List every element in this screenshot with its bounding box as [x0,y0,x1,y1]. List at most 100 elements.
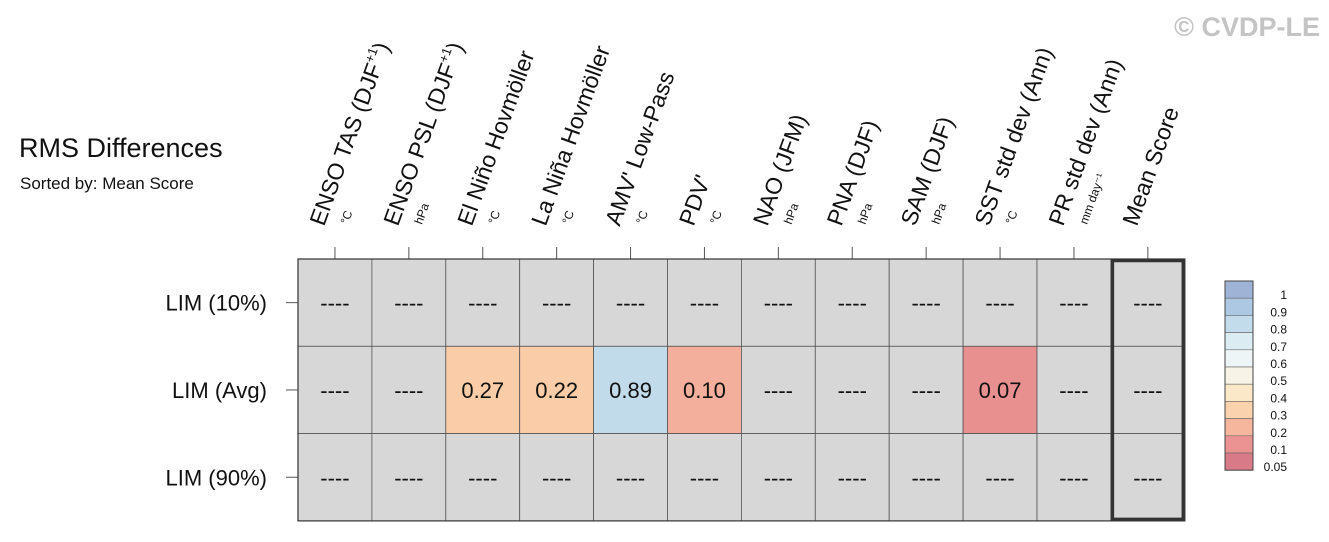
heatmap-cell [741,345,816,434]
cell-value-label: ---- [911,378,940,403]
cell-value-label: ---- [394,291,423,316]
heatmap-cells: ---- ---- ---- ---- ---- ---- ---- ---- ---- ----… [297,258,1186,522]
colorbar-tick-label: 0.8 [1270,323,1287,337]
cell-value-label: ---- [911,291,940,316]
row-label: LIM (Avg) [172,378,267,403]
heatmap-cell [888,433,964,522]
column-unit-label: °C [1003,208,1021,226]
heatmap-cell [1036,345,1112,434]
column-label-text: Mean Score [1117,103,1184,228]
heatmap-cell [519,258,595,347]
heatmap-cell [962,345,1038,434]
cell-value-label: ---- [1133,465,1162,490]
column-label: ENSO PSL (DJF+1) [377,38,468,229]
cell-value-label: ---- [1059,291,1088,316]
heatmap-cell [371,345,447,434]
cell-value-label: ---- [616,291,645,316]
heatmap-cell [814,345,890,434]
colorbar-legend: 1 0.9 0.8 0.7 0.6 0.5 0.4 0.3 0.2 0.1 0.05 [1224,280,1287,474]
heatmap-cell [888,345,964,434]
row-label: LIM (10%) [166,291,267,316]
column-unit-label: °C [338,208,356,226]
cell-value-label: ---- [838,291,867,316]
heatmap-cell [814,258,890,347]
column-unit-label: °C [559,208,577,226]
colorbar-swatch [1224,315,1254,333]
cell-value-label: 0.22 [535,378,578,403]
cell-value-label: ---- [320,291,349,316]
heatmap-cell [371,433,447,522]
cell-value-label: 0.89 [609,378,652,403]
column-label-text: NAO (JFM) [748,111,812,229]
row-label: LIM (90%) [166,465,267,490]
colorbar-tick-label: 0.2 [1270,426,1287,440]
column-label-text: La Niña Hovmöller [526,42,615,229]
chart-title: RMS Differences [19,133,223,163]
heatmap-cell [888,258,964,347]
colorbar-swatch [1224,452,1254,471]
colorbar-swatch [1224,418,1254,437]
column-label: NAO (JFM) [748,111,812,229]
cell-value-label: ---- [1133,291,1162,316]
colorbar-frame [1224,280,1254,471]
cell-value-label: ---- [616,465,645,490]
colorbar-swatch [1224,366,1254,385]
cell-value-label: ---- [468,291,497,316]
cell-value-label: ---- [838,465,867,490]
heatmap-cell [593,433,668,522]
heatmap-cell [741,433,816,522]
heatmap-cell [593,345,668,434]
column-unit-label: °C [707,208,725,226]
heatmap-cell [1110,258,1186,347]
heatmap-cell [445,433,521,522]
cell-value-label: ---- [985,291,1014,316]
column-label-text: SAM (DJF) [895,113,958,229]
column-label-text: PNA (DJF) [822,117,884,229]
column-unit-label: hPa [781,201,802,226]
heatmap-cell [667,345,742,434]
cell-value-label: ---- [911,465,940,490]
heatmap-cell [593,258,668,347]
colorbar-swatch [1224,383,1254,402]
column-label: ENSO TAS (DJF+1) [303,38,394,228]
column-headers: ENSO TAS (DJF+1)°C ENSO PSL (DJF+1)hPa El … [303,38,1184,259]
colorbar-tick-label: 0.9 [1270,305,1287,319]
colorbar-tick-label: 0.1 [1270,443,1287,457]
heatmap-cell [1036,258,1112,347]
cell-value-label: ---- [320,378,349,403]
column-label-text: AMV' Low-Pass [600,68,680,229]
cell-value-label: 0.10 [683,378,726,403]
colorbar-swatch [1224,280,1254,299]
cell-value-label: ---- [542,465,571,490]
column-label: El Niño Hovmöller [452,47,539,229]
colorbar-swatch [1224,332,1254,351]
column-label: PNA (DJF) [822,117,884,229]
column-unit-label: hPa [412,201,433,226]
column-label-superscript: +1 [362,45,381,64]
column-unit-label: hPa [929,201,950,226]
column-label: Mean Score [1117,103,1184,228]
column-label: AMV' Low-Pass [600,68,680,229]
cell-value-label: ---- [1059,378,1088,403]
cell-value-label: ---- [764,378,793,403]
heatmap-cell [445,258,521,347]
cell-value-label: ---- [468,465,497,490]
colorbar-tick-label: 0.3 [1270,409,1287,423]
colorbar-swatch [1224,297,1254,316]
cell-value-label: 0.07 [979,378,1022,403]
cell-value-label: 0.27 [461,378,504,403]
colorbar-tick-label: 0.5 [1270,374,1287,388]
cell-value-label: ---- [394,378,423,403]
colorbar-swatch [1224,435,1254,454]
cell-value-label: ---- [320,465,349,490]
column-unit-label: hPa [855,201,876,226]
cell-value-label: ---- [542,291,571,316]
mean-score-highlight-box [1110,258,1186,522]
column-label: SST std dev (Ann) [969,44,1058,229]
colorbar-tick-label: 0.4 [1270,391,1287,405]
cell-value-label: ---- [1059,465,1088,490]
colorbar-swatch [1224,401,1254,419]
chart-subtitle: Sorted by: Mean Score [20,174,194,193]
cell-value-label: ---- [764,291,793,316]
colorbar-swatch [1224,349,1254,368]
